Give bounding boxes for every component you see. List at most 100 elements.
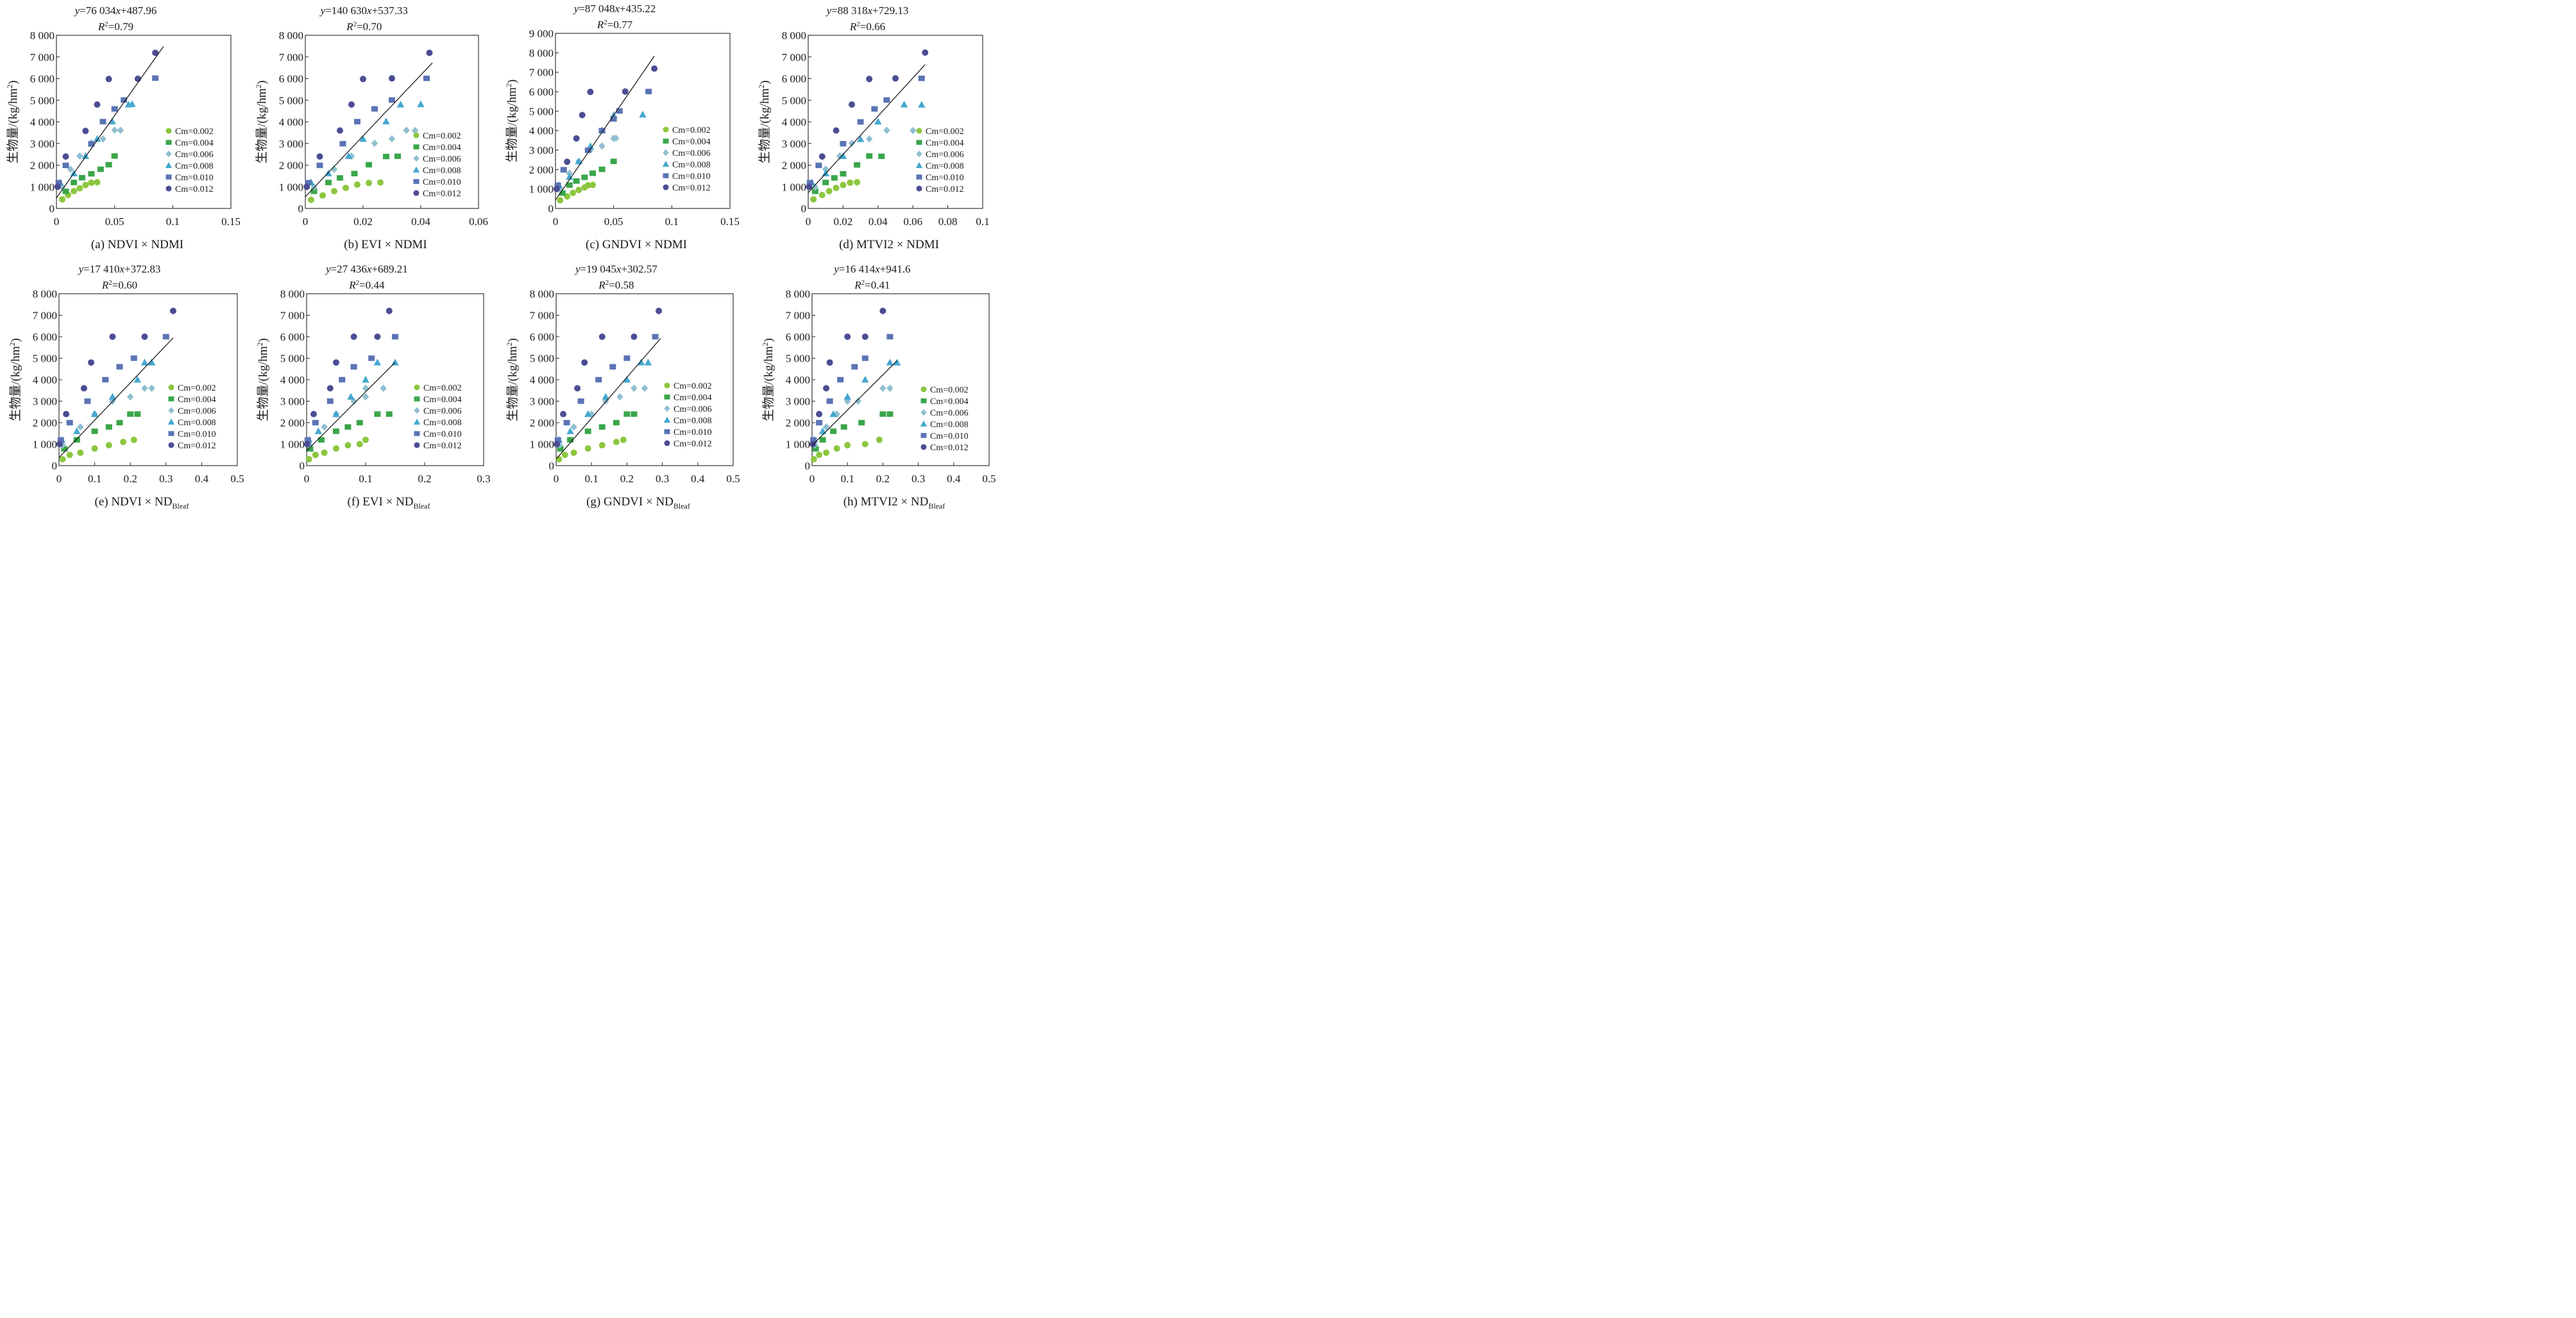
data-point-circle xyxy=(56,441,64,448)
data-point-square xyxy=(105,162,112,168)
data-point-square xyxy=(598,424,606,430)
data-point-circle xyxy=(861,334,869,340)
data-point-circle xyxy=(861,441,869,448)
data-point-circle xyxy=(560,410,567,418)
legend-label: Cm=0.010 xyxy=(423,430,462,439)
y-tick-label: 7 000 xyxy=(279,51,303,63)
data-point-circle xyxy=(343,184,349,191)
y-tick-label: 0 xyxy=(298,203,304,215)
x-tick-label: 0.1 xyxy=(585,473,598,485)
data-point-square xyxy=(71,180,78,185)
fit-line xyxy=(58,337,174,458)
data-point-square xyxy=(830,428,837,434)
y-tick-label: 5 000 xyxy=(786,353,810,365)
x-tick-label: 0.1 xyxy=(665,215,679,228)
data-point-triangle xyxy=(856,135,865,142)
data-point-square xyxy=(73,437,80,443)
data-point-circle xyxy=(333,445,339,452)
data-point-circle xyxy=(844,334,851,340)
legend-marker-circle xyxy=(168,442,174,448)
data-point-triangle xyxy=(566,427,574,434)
legend-label: Cm=0.012 xyxy=(674,439,712,449)
y-tick-label: 8 000 xyxy=(529,47,554,59)
data-point-triangle xyxy=(314,427,323,434)
data-point-circle xyxy=(570,449,577,456)
y-tick-label: 1 000 xyxy=(280,439,305,451)
y-tick-label: 6 000 xyxy=(279,73,303,85)
data-point-circle xyxy=(826,359,833,366)
data-point-square xyxy=(316,162,323,169)
legend-marker-circle xyxy=(168,384,174,391)
data-point-triangle xyxy=(566,173,573,180)
data-point-square xyxy=(84,398,91,404)
data-point-circle xyxy=(54,183,61,190)
data-point-triangle xyxy=(586,142,595,149)
y-tick-label: 3 000 xyxy=(280,396,305,408)
data-point-square xyxy=(879,411,886,417)
r-squared: R2=0.79 xyxy=(97,21,133,33)
legend-label: Cm=0.012 xyxy=(423,441,462,451)
x-tick-label: 0.1 xyxy=(976,215,989,228)
y-tick-label: 5 000 xyxy=(279,94,303,106)
legend-label: Cm=0.004 xyxy=(423,143,461,153)
data-point-square xyxy=(386,411,393,417)
data-point-square xyxy=(66,419,73,426)
fit-equation: y=16 414x+941.6 xyxy=(833,263,910,275)
data-point-circle xyxy=(587,89,594,96)
data-point-circle xyxy=(344,442,352,449)
data-point-triangle xyxy=(644,359,652,366)
data-point-square xyxy=(623,411,631,417)
data-point-circle xyxy=(88,359,95,366)
y-tick-label: 0 xyxy=(52,460,58,472)
data-point-circle xyxy=(305,455,312,462)
chart-panel-e: 0 1 000 2 000 3 000 4 000 5 000 6 000 7 000 8 00… xyxy=(8,263,244,511)
data-point-square xyxy=(130,355,137,361)
r-squared: R2=0.44 xyxy=(348,279,385,291)
data-point-square xyxy=(325,180,332,185)
data-point-square xyxy=(121,97,128,103)
legend-label: Cm=0.002 xyxy=(926,127,964,137)
data-point-diamond xyxy=(613,134,620,142)
legend-marker-circle xyxy=(165,128,172,134)
data-point-square xyxy=(152,75,159,81)
data-point-circle xyxy=(91,445,98,452)
y-axis-label: 生物量/(kg/hm2) xyxy=(8,338,22,421)
fit-line xyxy=(305,62,433,198)
x-tick-label: 0.1 xyxy=(166,215,180,228)
data-point-circle xyxy=(426,49,433,56)
data-point-circle xyxy=(589,182,597,189)
x-tick-label: 0.06 xyxy=(903,215,922,228)
y-tick-label: 4 000 xyxy=(280,374,305,386)
data-point-square xyxy=(613,419,620,426)
data-point-circle xyxy=(82,182,89,189)
data-point-circle xyxy=(316,153,323,160)
legend-label: Cm=0.004 xyxy=(674,393,712,403)
data-point-circle xyxy=(922,49,929,56)
data-point-square xyxy=(354,119,360,124)
legend-label: Cm=0.002 xyxy=(178,384,216,393)
data-point-square xyxy=(810,437,817,443)
fit-equation: y=140 630x+537.33 xyxy=(319,4,408,17)
data-point-circle xyxy=(810,455,817,462)
legend-marker-diamond xyxy=(414,407,420,414)
data-point-square xyxy=(350,364,357,370)
data-point-triangle xyxy=(874,117,882,125)
legend-label: Cm=0.008 xyxy=(930,420,969,430)
fit-line xyxy=(808,64,926,193)
data-point-square xyxy=(307,446,314,452)
data-point-square xyxy=(371,106,378,112)
legend-marker-diamond xyxy=(920,409,927,416)
y-axis-label: 生物量/(kg/hm2) xyxy=(5,80,20,164)
data-point-square xyxy=(333,428,339,434)
x-tick-label: 0.5 xyxy=(726,473,740,485)
y-tick-label: 5 000 xyxy=(33,353,57,365)
chart-panel-b: 0 1 000 2 000 3 000 4 000 5 000 6 000 7 000 8 00… xyxy=(254,4,488,251)
y-tick-label: 9 000 xyxy=(529,28,554,40)
x-tick-label: 0 xyxy=(303,215,309,228)
plot-frame xyxy=(58,293,238,466)
data-point-triangle xyxy=(893,359,901,366)
fit-equation: y=17 410x+372.83 xyxy=(78,263,161,275)
data-point-square xyxy=(878,153,885,159)
data-point-diamond xyxy=(362,393,369,401)
data-point-circle xyxy=(847,179,854,186)
